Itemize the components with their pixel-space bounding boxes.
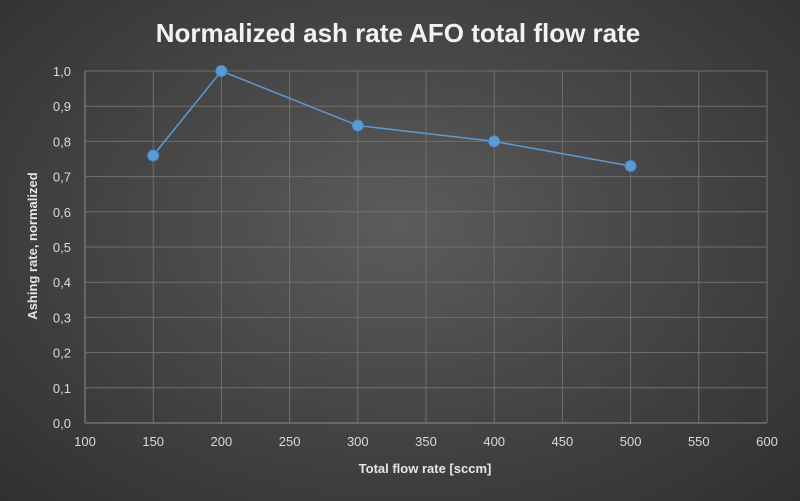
- x-tick-label: 150: [142, 434, 164, 449]
- x-tick-label: 450: [552, 434, 574, 449]
- data-point: [215, 65, 228, 77]
- series-layer: [147, 65, 637, 173]
- x-tick-label: 350: [415, 434, 437, 449]
- chart-title: Normalized ash rate AFO total flow rate: [156, 18, 640, 48]
- axes: [84, 71, 767, 424]
- data-point: [147, 149, 160, 162]
- x-tick-label: 250: [279, 434, 301, 449]
- data-point: [624, 160, 637, 173]
- x-tick-label: 600: [756, 434, 778, 449]
- y-tick-label: 0,7: [53, 170, 71, 185]
- y-tick-label: 0,3: [53, 310, 71, 325]
- y-tick-label: 1,0: [53, 64, 71, 79]
- y-tick-label: 0,5: [53, 240, 71, 255]
- x-tick-label: 550: [688, 434, 710, 449]
- y-tick-label: 0,1: [53, 381, 71, 396]
- tick-labels: 100 150 200 250 300 350 400 450 500 550 600 0,0 0,1 0…: [53, 64, 778, 449]
- y-axis-title: Ashing rate, normalized: [25, 172, 40, 319]
- x-axis-title: Total flow rate [sccm]: [359, 461, 492, 476]
- y-tick-label: 0,2: [53, 346, 71, 361]
- y-tick-label: 0,6: [53, 205, 71, 220]
- data-point: [488, 135, 501, 148]
- y-tick-label: 0,8: [53, 134, 71, 149]
- x-tick-label: 100: [74, 434, 96, 449]
- x-tick-label: 300: [347, 434, 369, 449]
- series-line: [152, 70, 631, 167]
- x-tick-label: 200: [211, 434, 233, 449]
- x-tick-label: 400: [483, 434, 505, 449]
- y-tick-label: 0,9: [53, 99, 71, 114]
- y-tick-label: 0,0: [53, 416, 71, 431]
- x-tick-label: 500: [620, 434, 642, 449]
- grid-lines: [85, 70, 768, 423]
- y-tick-label: 0,4: [53, 275, 71, 290]
- data-point: [351, 119, 364, 132]
